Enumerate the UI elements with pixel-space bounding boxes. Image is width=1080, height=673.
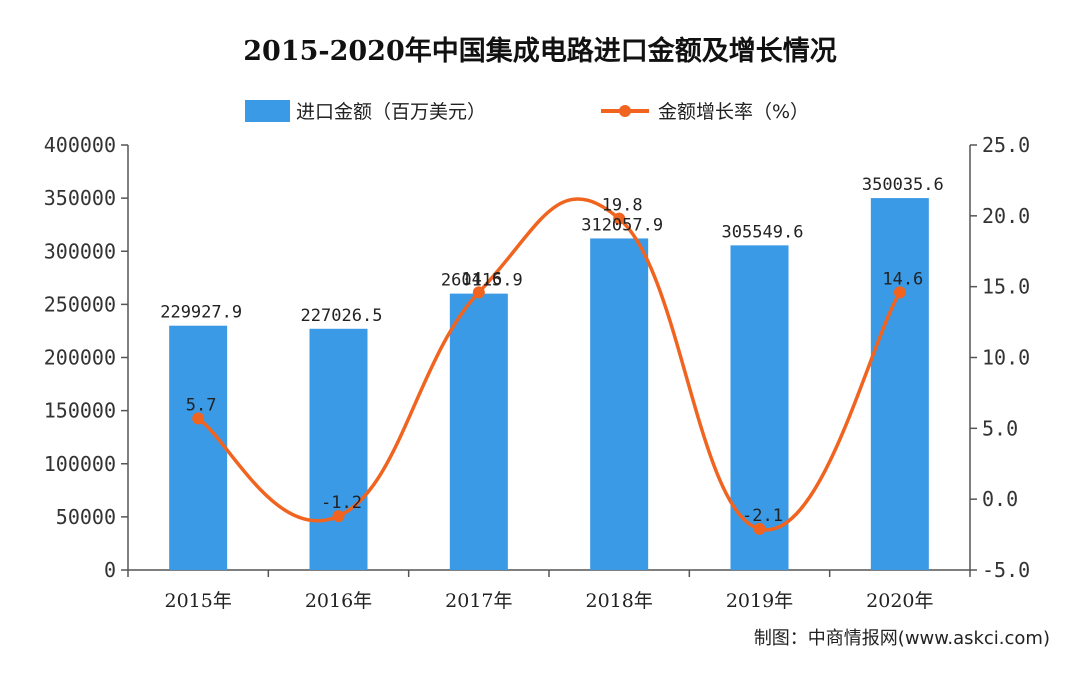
left-tick-label: 150000 [44,399,116,423]
legend-line-marker [619,105,631,117]
growth-point [753,522,766,535]
right-tick-label: 20.0 [982,204,1030,228]
bar-value-label: 312057.9 [581,215,663,235]
growth-point [613,212,626,225]
right-tick-label: 0.0 [982,487,1018,511]
growth-point [893,286,906,299]
bar-value-label: 227026.5 [301,306,383,326]
legend-label-growth: 金额增长率（%） [658,101,809,123]
growth-line [192,197,906,535]
axes: 0 50000 100000 150000 200000 250000 300000 3500… [44,133,1030,612]
growth-point [192,412,205,425]
bar [870,198,929,571]
growth-line-path [197,197,902,532]
growth-value-label: 14.6 [882,269,923,289]
bar-value-label: 305549.6 [722,222,804,242]
x-tick-label: 2019年 [726,590,793,612]
left-tick-label: 100000 [44,452,116,476]
growth-point [332,510,345,523]
left-tick-label: 250000 [44,292,116,316]
bar [449,293,508,570]
x-tick-label: 2018年 [585,590,652,612]
x-tick-label: 2020年 [866,590,933,612]
source-note: 制图：中商情报网(www.askci.com) [754,628,1050,649]
right-tick-label: -5.0 [982,558,1030,582]
growth-value-label: -2.1 [742,506,783,526]
data-labels: 229927.9 227026.5 260115.9 312057.9 305549.6… [160,175,944,526]
bar-value-label: 260115.9 [441,271,523,291]
bar [590,238,649,570]
growth-value-label: 19.8 [602,196,643,216]
chart-title: 2015-2020年中国集成电路进口金额及增长情况 [243,35,837,67]
right-tick-label: 5.0 [982,416,1018,440]
legend-bar-swatch [245,100,290,122]
legend: 进口金额（百万美元） 金额增长率（%） [245,100,809,123]
growth-value-label: 5.7 [186,395,217,415]
left-tick-label: 200000 [44,346,116,370]
x-tick-label: 2015年 [164,590,231,612]
left-tick-label: 400000 [44,133,116,157]
right-tick-label: 15.0 [982,275,1030,299]
bar-value-label: 229927.9 [160,303,242,323]
growth-value-label: 14.6 [461,269,502,289]
bar [169,325,228,570]
bars [169,198,929,571]
x-tick-label: 2016年 [305,590,372,612]
left-tick-label: 300000 [44,239,116,263]
right-tick-label: 10.0 [982,346,1030,370]
left-tick-label: 50000 [56,505,116,529]
right-tick-label: 25.0 [982,133,1030,157]
legend-label-amount: 进口金额（百万美元） [296,101,486,123]
bar-value-label: 350035.6 [862,175,944,195]
left-tick-label: 350000 [44,186,116,210]
bar [309,328,368,570]
left-tick-label: 0 [104,558,116,582]
growth-point [472,286,485,299]
growth-value-label: -1.2 [321,493,362,513]
x-tick-label: 2017年 [445,590,512,612]
